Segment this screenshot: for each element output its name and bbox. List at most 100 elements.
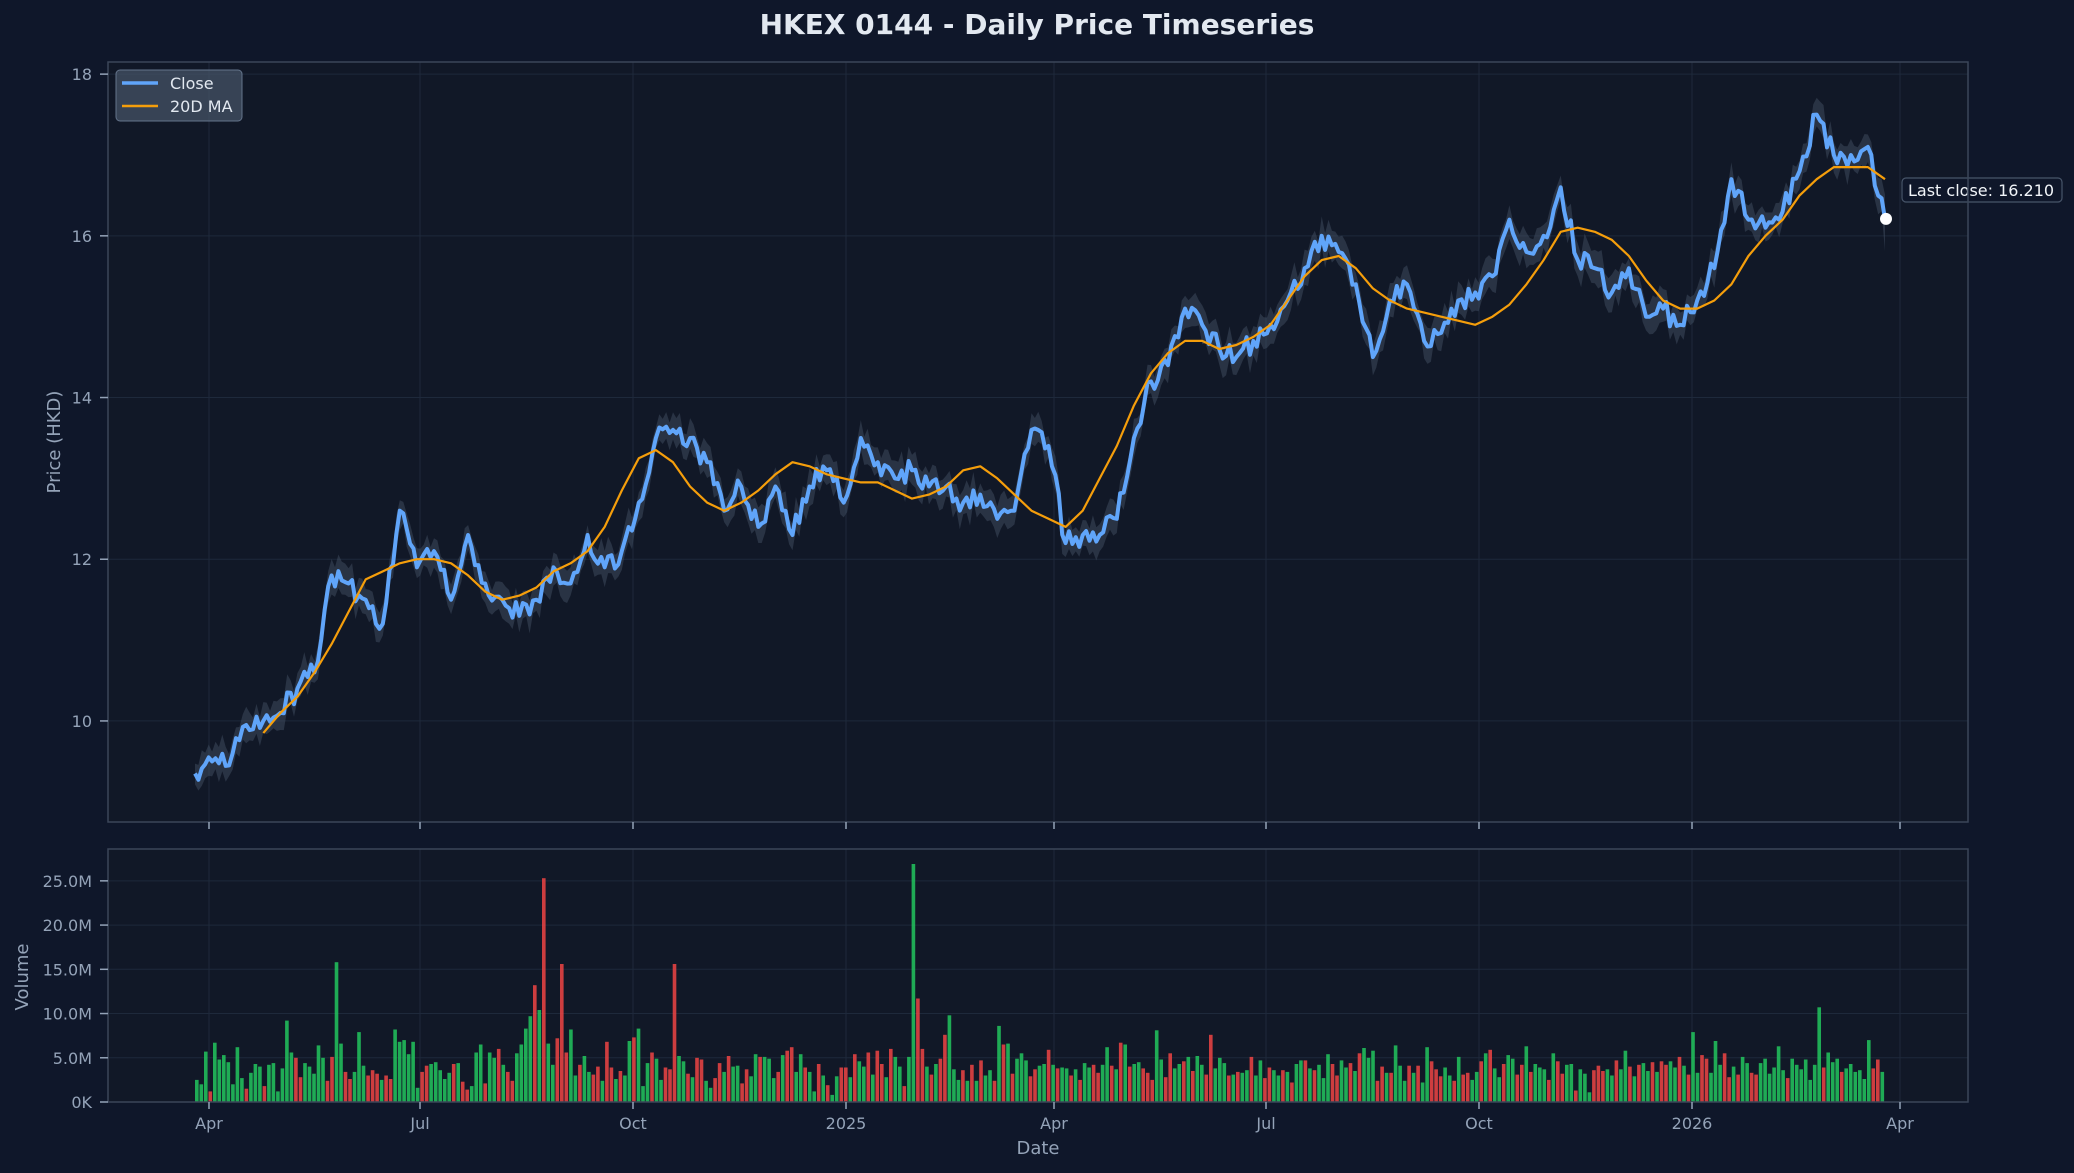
volume-bar [1632, 1076, 1637, 1102]
volume-bar [1465, 1072, 1470, 1102]
volume-bar [1285, 1071, 1290, 1102]
volume-bar [1317, 1064, 1321, 1102]
volume-bar [848, 1077, 853, 1102]
volume-bar [1808, 1079, 1813, 1102]
volume-y-axis-label: Volume [12, 944, 33, 1011]
volume-bar [1501, 1064, 1506, 1102]
volume-bar [1380, 1066, 1384, 1102]
volume-bar [226, 1062, 231, 1102]
volume-bar [821, 1075, 826, 1102]
volume-bar [501, 1064, 506, 1102]
price-tick-label: 16 [72, 227, 92, 246]
volume-bar [411, 1041, 415, 1102]
volume-bar [1249, 1056, 1254, 1102]
volume-bar [596, 1066, 600, 1102]
volume-bar [1082, 1063, 1087, 1102]
volume-bar [591, 1074, 596, 1102]
volume-bar [1281, 1070, 1285, 1102]
volume-bar [1655, 1071, 1659, 1102]
volume-bar [758, 1056, 762, 1102]
volume-bar [857, 1061, 862, 1102]
volume-bar [1344, 1067, 1348, 1102]
volume-bar [330, 1056, 334, 1102]
price-y-axis-label: Price (HKD) [44, 391, 65, 494]
legend-ma-label: 20D MA [170, 97, 233, 116]
volume-bar [1150, 1079, 1155, 1102]
volume-bar [880, 1064, 884, 1102]
volume-bar [1191, 1071, 1195, 1102]
volume-bar [361, 1065, 366, 1102]
volume-bar [348, 1079, 352, 1102]
volume-bar [1718, 1064, 1722, 1102]
volume-bar [352, 1071, 357, 1102]
volume-bar [1420, 1082, 1425, 1102]
volume-tick-label: 0K [71, 1093, 92, 1112]
volume-bar [1389, 1072, 1393, 1102]
volume-bar [1200, 1064, 1204, 1102]
volume-bar [1024, 1060, 1028, 1102]
volume-bar [307, 1066, 312, 1102]
volume-bar [402, 1040, 406, 1102]
volume-bar [1749, 1072, 1754, 1102]
x-axis-label: Date [1016, 1138, 1059, 1159]
volume-bar [1028, 1076, 1033, 1102]
volume-bar [524, 1028, 528, 1102]
last-close-label: Last close: 16.210 [1908, 181, 2054, 200]
volume-bar [1547, 1079, 1551, 1102]
volume-bar [1677, 1056, 1682, 1102]
volume-bar [1425, 1047, 1429, 1102]
price-y-axis: 10 12 14 16 18 [72, 65, 108, 731]
volume-bar [889, 1048, 893, 1102]
volume-bar [1254, 1075, 1258, 1102]
volume-bar [1326, 1054, 1330, 1102]
x-tick-label: Apr [195, 1114, 223, 1133]
volume-bar [1812, 1064, 1817, 1102]
volume-bar [1785, 1078, 1790, 1102]
volume-bar [974, 1080, 979, 1102]
price-plot-area [108, 62, 1968, 822]
volume-bar [803, 1067, 808, 1102]
volume-bar [1682, 1065, 1686, 1102]
x-tick-label: 2026 [1672, 1114, 1713, 1133]
volume-bar [970, 1064, 974, 1102]
volume-bar [1118, 1042, 1123, 1102]
volume-bar [542, 878, 546, 1102]
volume-bar [393, 1029, 397, 1102]
volume-bar [1821, 1067, 1826, 1102]
volume-bar [1290, 1082, 1294, 1102]
volume-bar [1411, 1072, 1416, 1102]
volume-bar [1375, 1080, 1380, 1102]
volume-bar [1037, 1065, 1042, 1102]
volume-bar [1132, 1064, 1137, 1102]
volume-bar [1745, 1063, 1749, 1102]
volume-bar [1713, 1041, 1718, 1102]
volume-bar [1799, 1069, 1804, 1102]
volume-bar [762, 1056, 767, 1102]
volume-bar [1078, 1079, 1082, 1102]
volume-bar [1826, 1052, 1831, 1102]
volume-bar [1114, 1069, 1119, 1102]
volume-bar [997, 1025, 1001, 1102]
volume-bar [312, 1073, 316, 1102]
volume-bar [1641, 1063, 1646, 1102]
volume-bar [1709, 1072, 1713, 1102]
volume-bar [992, 1080, 997, 1102]
volume-bar [258, 1066, 262, 1102]
volume-bar [938, 1058, 943, 1102]
volume-bar [645, 1063, 650, 1102]
volume-bar [1722, 1053, 1727, 1102]
volume-bar [1853, 1071, 1858, 1102]
volume-bar [1488, 1049, 1493, 1102]
volume-bar [1456, 1056, 1461, 1102]
volume-bar [1461, 1074, 1466, 1102]
volume-bar [794, 1071, 799, 1102]
volume-bar [343, 1071, 348, 1102]
x-tick-label: Jul [409, 1114, 429, 1133]
volume-bar [1308, 1068, 1312, 1102]
volume-bar [668, 1069, 672, 1102]
volume-bar [713, 1078, 717, 1102]
volume-bar [1015, 1058, 1019, 1102]
volume-bar [1736, 1074, 1740, 1102]
volume-bar [298, 1077, 303, 1102]
volume-bar [1416, 1065, 1420, 1102]
